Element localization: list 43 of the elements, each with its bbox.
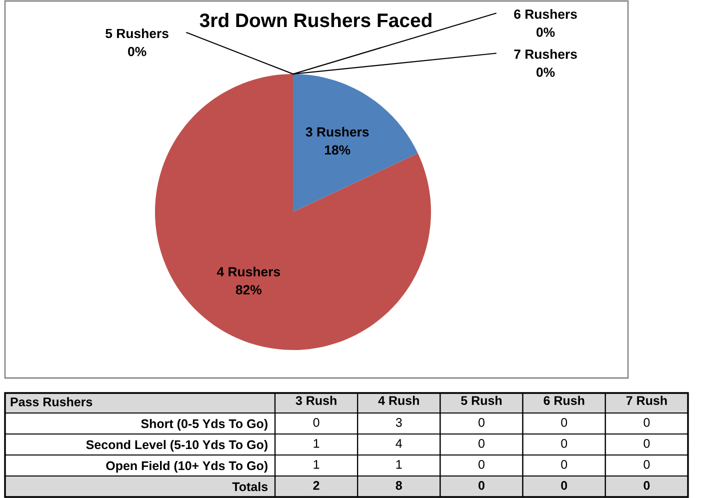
data-label: 0 xyxy=(561,439,568,448)
text: 0% xyxy=(128,46,146,56)
data-label: 4 xyxy=(396,439,402,448)
data-label: 0 xyxy=(478,418,484,427)
data-label: 0 xyxy=(478,460,484,469)
pie-slice xyxy=(293,74,418,212)
text: 0% xyxy=(536,68,555,77)
x-tick-label: 3 Rush xyxy=(296,396,336,405)
data-label: 0 xyxy=(478,439,484,448)
x-tick-label: 5 Rush xyxy=(461,396,502,405)
data-label: 0 xyxy=(313,418,320,427)
data-label: 1 xyxy=(314,439,320,448)
data-label: 1 xyxy=(314,460,320,469)
text: 0% xyxy=(536,28,555,37)
data-label: 3 xyxy=(396,418,402,427)
data-label: 82% xyxy=(236,285,262,294)
data-label: 0 xyxy=(561,460,568,469)
data-label: 0 xyxy=(561,418,568,427)
category-label: 6 Rushers xyxy=(514,9,577,19)
y-tick-label: Second Level (5-10 Yds To Go) xyxy=(86,440,268,452)
y-tick-label: Open Field (10+ Yds To Go) xyxy=(106,460,268,473)
x-tick-label: 4 Rush xyxy=(378,396,419,405)
y-axis-title: Pass Rushers xyxy=(10,397,92,406)
chart-title: 3rd Down Rushers Faced xyxy=(200,12,432,28)
data-label: 0 xyxy=(644,481,650,490)
data-label: 0 xyxy=(478,481,484,490)
data-label: 0 xyxy=(644,418,650,427)
slice-label: 4 Rushers xyxy=(216,266,280,276)
pie-slice xyxy=(155,74,431,350)
category-label: 7 Rushers xyxy=(514,49,577,59)
x-tick-label: 7 Rush xyxy=(626,396,667,405)
data-label: 18% xyxy=(324,145,350,155)
x-tick-label: 6 Rush xyxy=(544,396,584,405)
data-label: 2 xyxy=(313,481,320,490)
data-label: 0 xyxy=(644,439,650,448)
category-label: 5 Rushers xyxy=(106,28,168,38)
slice-label: 3 Rushers xyxy=(306,126,369,137)
data-label: 1 xyxy=(396,460,402,469)
data-label: 0 xyxy=(644,460,650,469)
y-tick-label: Totals xyxy=(232,482,268,492)
data-label: 0 xyxy=(561,481,568,490)
y-tick-label: Short (0-5 Yds To Go) xyxy=(141,418,268,431)
data-label: 8 xyxy=(396,481,402,490)
